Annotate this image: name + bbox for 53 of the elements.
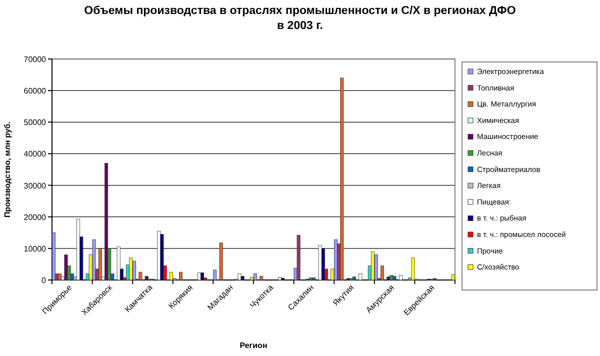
bar bbox=[104, 162, 108, 280]
y-tick-label: 60000 bbox=[24, 86, 47, 96]
bar bbox=[157, 230, 161, 280]
bar bbox=[398, 275, 402, 280]
bar bbox=[160, 234, 164, 280]
y-tick-label: 70000 bbox=[24, 55, 47, 64]
bar bbox=[386, 276, 390, 280]
bar bbox=[169, 272, 173, 280]
bar bbox=[374, 254, 378, 280]
bar bbox=[352, 276, 356, 280]
bar bbox=[380, 266, 384, 280]
bar bbox=[318, 245, 322, 280]
bar bbox=[213, 270, 217, 280]
y-tick-label: 0 bbox=[42, 276, 47, 285]
bar bbox=[238, 273, 242, 280]
chart-title: Объемы производства в отраслях промышленности и С/Х в регионах ДФО в 2003 г. bbox=[84, 5, 516, 32]
bar bbox=[138, 272, 142, 280]
bar bbox=[411, 258, 415, 280]
bar bbox=[197, 272, 201, 280]
x-axis-title: Регион bbox=[240, 341, 268, 350]
bar bbox=[240, 276, 244, 280]
bar bbox=[340, 78, 344, 280]
bar bbox=[370, 251, 374, 280]
bar bbox=[312, 278, 316, 280]
bar bbox=[278, 276, 282, 280]
bar bbox=[309, 278, 313, 280]
bar bbox=[250, 276, 254, 280]
bar bbox=[76, 218, 80, 280]
y-tick-label: 10000 bbox=[24, 244, 47, 254]
bar bbox=[52, 232, 56, 280]
y-axis-title: Производство, млн руб. bbox=[3, 122, 12, 218]
bar bbox=[253, 273, 257, 280]
bar bbox=[358, 273, 362, 280]
bar bbox=[219, 242, 223, 280]
bar bbox=[321, 248, 325, 280]
bar bbox=[392, 276, 396, 280]
bar bbox=[64, 254, 68, 280]
bar bbox=[452, 274, 456, 280]
bar bbox=[92, 239, 96, 280]
bar bbox=[98, 248, 102, 280]
y-tick-label: 50000 bbox=[24, 118, 47, 128]
bar bbox=[144, 276, 148, 280]
y-tick-label: 40000 bbox=[24, 150, 47, 159]
bar bbox=[390, 275, 394, 280]
bar bbox=[260, 276, 264, 280]
bar bbox=[179, 272, 182, 280]
bar bbox=[129, 258, 133, 280]
y-tick-label: 20000 bbox=[24, 212, 47, 222]
bar bbox=[116, 246, 120, 280]
bar bbox=[296, 234, 300, 280]
y-tick-label: 30000 bbox=[24, 181, 47, 190]
bar bbox=[58, 273, 62, 280]
bar bbox=[200, 272, 204, 280]
